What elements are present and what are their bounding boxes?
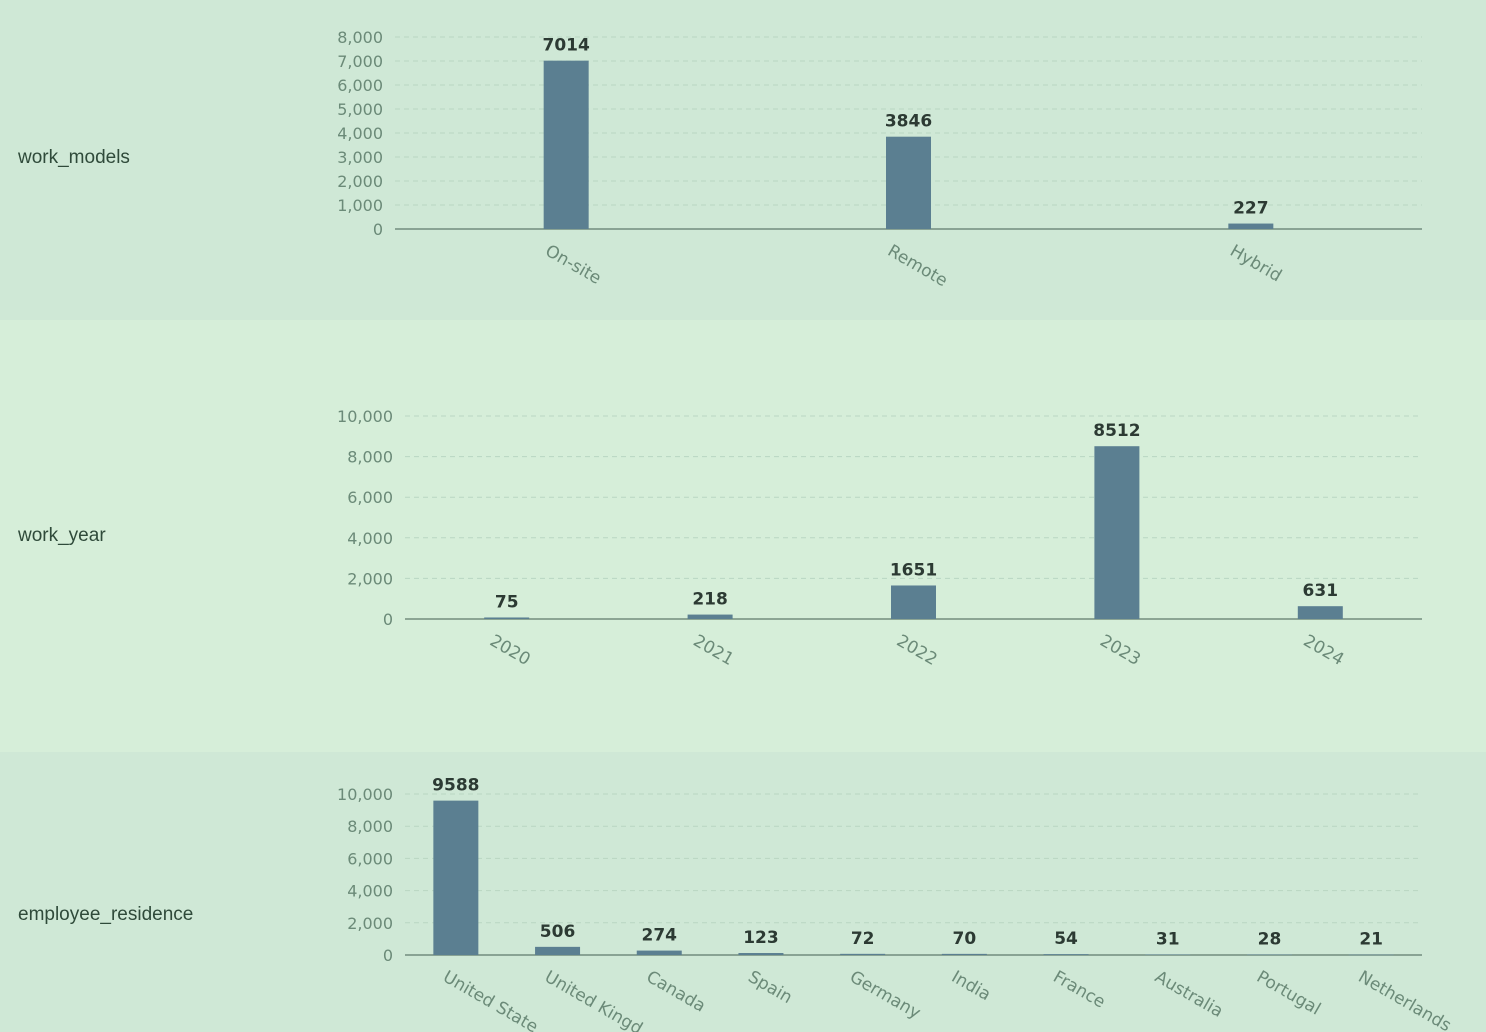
data-label: 9588 [432, 776, 479, 796]
data-label: 54 [1054, 929, 1078, 949]
x-tick-label: Netherlands [1355, 967, 1455, 1032]
bar[interactable] [1094, 446, 1140, 619]
y-tick-label: 0 [383, 610, 393, 629]
x-tick-label: Australia [1151, 967, 1226, 1022]
chart-row-employee-residence: employee_residence 0 2,000 4,000 6,000 8,000… [0, 752, 1486, 1032]
data-label: 123 [743, 928, 779, 948]
bar[interactable] [1246, 954, 1292, 956]
x-tick-label: Germany [846, 967, 924, 1023]
bar[interactable] [891, 585, 936, 619]
row-label: employee_residence [18, 904, 194, 925]
data-label: 31 [1156, 930, 1180, 950]
x-tick-label: 2023 [1096, 631, 1143, 670]
x-tick-label: France [1050, 967, 1109, 1013]
y-tick-label: 7,000 [337, 52, 383, 71]
bar-chart-employee-residence: 0 2,000 4,000 6,000 8,000 10,000 9588 United St… [337, 776, 1455, 1032]
bar[interactable] [535, 946, 581, 955]
y-tick-label: 4,000 [347, 882, 393, 901]
data-label: 1651 [890, 560, 937, 580]
bar[interactable] [941, 953, 987, 955]
x-tick-label: United State [439, 967, 541, 1032]
y-tick-label: 0 [373, 220, 383, 239]
data-label: 72 [851, 929, 875, 949]
y-tick-label: 1,000 [337, 196, 383, 215]
y-tick-label: 2,000 [347, 914, 393, 933]
y-tick-label: 10,000 [337, 785, 393, 804]
x-tick-label: 2021 [690, 631, 737, 670]
x-tick-label: India [948, 967, 994, 1005]
data-label: 631 [1303, 581, 1339, 601]
bar[interactable] [1145, 954, 1191, 956]
x-tick-label: 2020 [486, 631, 533, 670]
data-label: 75 [495, 592, 519, 612]
y-tick-label: 3,000 [337, 148, 383, 167]
bar-chart-work-models: 0 1,000 2,000 3,000 4,000 5,000 6,000 7,000 8,00… [337, 28, 1422, 291]
y-tick-label: 4,000 [337, 124, 383, 143]
row-label: work_year [18, 525, 106, 546]
chart-row-work-year: work_year 0 2,000 4,000 6,000 8,000 10,000 75 2… [0, 320, 1486, 752]
y-tick-label: 10,000 [337, 407, 393, 426]
x-tick-label: Hybrid [1226, 241, 1285, 286]
bar[interactable] [636, 950, 682, 955]
bar[interactable] [1297, 606, 1343, 619]
bar[interactable] [1228, 223, 1274, 229]
y-tick-label: 4,000 [347, 529, 393, 548]
row-label: work_models [18, 147, 130, 168]
bar[interactable] [738, 953, 784, 955]
data-label: 7014 [543, 36, 590, 56]
bar[interactable] [543, 60, 589, 229]
y-tick-label: 8,000 [337, 28, 383, 47]
x-tick-label: 2024 [1300, 631, 1347, 670]
y-tick-label: 8,000 [347, 448, 393, 467]
x-tick-label: On-site [542, 241, 605, 289]
data-label: 274 [642, 926, 678, 946]
data-label: 3846 [885, 112, 932, 132]
x-tick-label: United Kingd [541, 967, 646, 1032]
bar[interactable] [1348, 954, 1394, 956]
x-tick-label: Spain [744, 967, 795, 1008]
bar[interactable] [687, 614, 733, 619]
data-label: 21 [1359, 930, 1383, 950]
x-tick-label: Remote [884, 241, 951, 291]
y-tick-label: 6,000 [347, 849, 393, 868]
data-label: 506 [540, 922, 576, 942]
y-tick-label: 5,000 [337, 100, 383, 119]
data-label: 8512 [1093, 421, 1140, 441]
data-label: 218 [692, 590, 728, 610]
chart-row-work-models: work_models 0 1,000 2,000 3,000 4,000 5,000 6,… [0, 0, 1486, 320]
y-tick-label: 6,000 [347, 488, 393, 507]
data-label: 28 [1258, 930, 1282, 950]
bar[interactable] [484, 617, 530, 619]
x-tick-label: 2022 [893, 631, 940, 670]
bar-chart-work-year: 0 2,000 4,000 6,000 8,000 10,000 75 2020 218 2021… [337, 407, 1422, 670]
x-tick-label: Portugal [1253, 967, 1324, 1020]
y-tick-label: 6,000 [337, 76, 383, 95]
y-tick-label: 0 [383, 946, 393, 965]
x-tick-label: Canada [643, 967, 709, 1017]
bar[interactable] [1043, 954, 1089, 955]
bar[interactable] [886, 136, 931, 229]
y-tick-label: 2,000 [347, 569, 393, 588]
data-label: 70 [953, 929, 977, 949]
y-tick-label: 2,000 [337, 172, 383, 191]
y-tick-label: 8,000 [347, 817, 393, 836]
data-label: 227 [1233, 199, 1269, 219]
bar[interactable] [433, 800, 479, 955]
bar[interactable] [840, 953, 886, 955]
